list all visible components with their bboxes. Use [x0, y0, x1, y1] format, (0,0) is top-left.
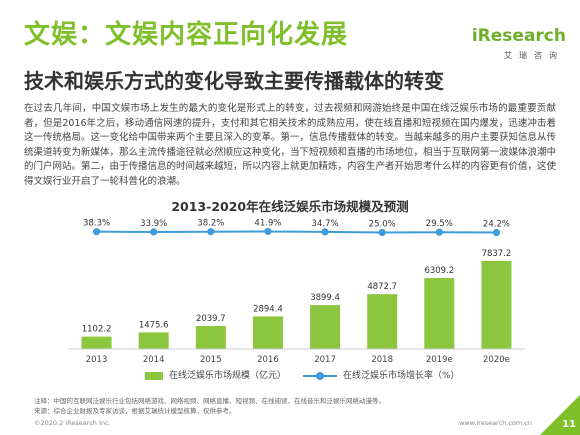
page-number: 11: [562, 419, 576, 430]
notes-block: 注释：中国的互联网泛娱乐行业包括网络游戏、网络视频、网络直播、短视频、在线阅读、…: [34, 397, 385, 416]
legend-bar-label: 在线泛娱乐市场规模（亿元）: [169, 371, 287, 381]
growth-point: [321, 228, 329, 236]
growth-value-label: 38.2%: [197, 219, 224, 229]
bar-value-label: 1475.6: [139, 320, 169, 330]
body-paragraph: 在过去几年间，中国文娱市场上发生的最大的变化是形式上的转变，过去视频和网游始终是…: [24, 103, 557, 187]
bar-2018: [367, 294, 398, 349]
x-tick-label: 2014: [143, 355, 165, 365]
bar-value-label: 6309.2: [424, 266, 454, 276]
bar-2017: [310, 305, 341, 349]
growth-value-label: 33.9%: [140, 219, 167, 229]
bar-value-label: 4872.7: [367, 282, 397, 292]
growth-point: [92, 228, 101, 236]
bar-2013: [81, 336, 112, 349]
bar-2019e: [424, 278, 455, 349]
bar-value-label: 3899.4: [310, 293, 340, 303]
source-line: 来源：综合企业财报及专家访谈，根据艾瑞统计模型核算，仅供参考。: [34, 406, 236, 415]
x-tick-label: 2018: [371, 355, 393, 365]
corner-decoration: [540, 395, 580, 435]
growth-value-label: 41.9%: [254, 218, 281, 228]
website-text: www.iresearch.com.cn: [458, 419, 532, 427]
logo-wordmark: iResearch: [471, 26, 566, 46]
note-line: 注释：中国的互联网泛娱乐行业包括网络游戏、网络视频、网络直播、短视频、在线阅读、…: [34, 397, 385, 405]
iresearch-logo: iResearch 艾瑞咨询: [456, 26, 566, 68]
growth-point: [378, 228, 386, 237]
legend-bar-swatch: [145, 371, 163, 380]
chart-title: 2013-2020年在线泛娱乐市场规模及预测: [171, 199, 409, 214]
bar-value-label: 2039.7: [196, 314, 226, 324]
bar-2020e: [481, 260, 512, 349]
bar-2016: [252, 316, 283, 349]
page-title: 文娱：文娱内容正向化发展: [24, 20, 349, 50]
bar-2014: [138, 332, 169, 349]
x-tick-label: 2017: [314, 355, 336, 365]
legend-line-label: 在线泛娱乐市场增长率（%）: [343, 371, 460, 381]
bar-2015: [195, 326, 226, 349]
growth-line: [96, 230, 497, 234]
x-axis-labels: 2013 2014 2015 2016 2017 2018 2019e 2020e: [86, 355, 510, 365]
bar-value-label: 7837.2: [482, 249, 512, 259]
bar-value-label: 1102.2: [82, 325, 112, 335]
growth-point: [150, 228, 158, 236]
growth-value-label: 38.3%: [83, 219, 110, 229]
growth-point: [264, 227, 272, 236]
x-tick-label: 2020e: [483, 355, 510, 365]
bar-value-label: 2894.4: [253, 304, 283, 314]
growth-value-label: 34.7%: [312, 219, 339, 229]
legend-line: 在线泛娱乐市场增长率（%）: [303, 368, 460, 381]
growth-value-label: 29.5%: [426, 219, 453, 229]
bar-group: [81, 260, 512, 349]
growth-line-group: 38.3% 33.9% 38.2% 41.9% 34.7% 25.0% 29.5% 24.2%: [83, 218, 510, 237]
legend-line-swatch: [303, 371, 337, 380]
copyright-text: ©2020.2 iResearch Inc.: [34, 419, 111, 427]
x-tick-label: 2016: [257, 355, 279, 365]
x-tick-label: 2013: [86, 355, 108, 365]
logo-cn-text: 艾瑞咨询: [504, 51, 564, 60]
x-tick-label: 2015: [200, 355, 222, 365]
growth-point: [207, 228, 215, 236]
bar-label-group: 1102.2 1475.6 2039.7 2894.4 3899.4 4872.7 6309…: [82, 249, 512, 335]
x-tick-label: 2019e: [426, 355, 453, 365]
market-chart: 1102.2 1475.6 2039.7 2894.4 3899.4 4872.7 6309…: [68, 218, 525, 365]
growth-value-label: 25.0%: [369, 219, 396, 229]
growth-value-label: 24.2%: [483, 220, 510, 230]
legend-bar: 在线泛娱乐市场规模（亿元）: [145, 368, 286, 381]
growth-point: [492, 228, 501, 237]
growth-point: [435, 228, 443, 236]
page-subtitle: 技术和娱乐方式的变化导致主要传播载体的转变: [24, 69, 444, 93]
